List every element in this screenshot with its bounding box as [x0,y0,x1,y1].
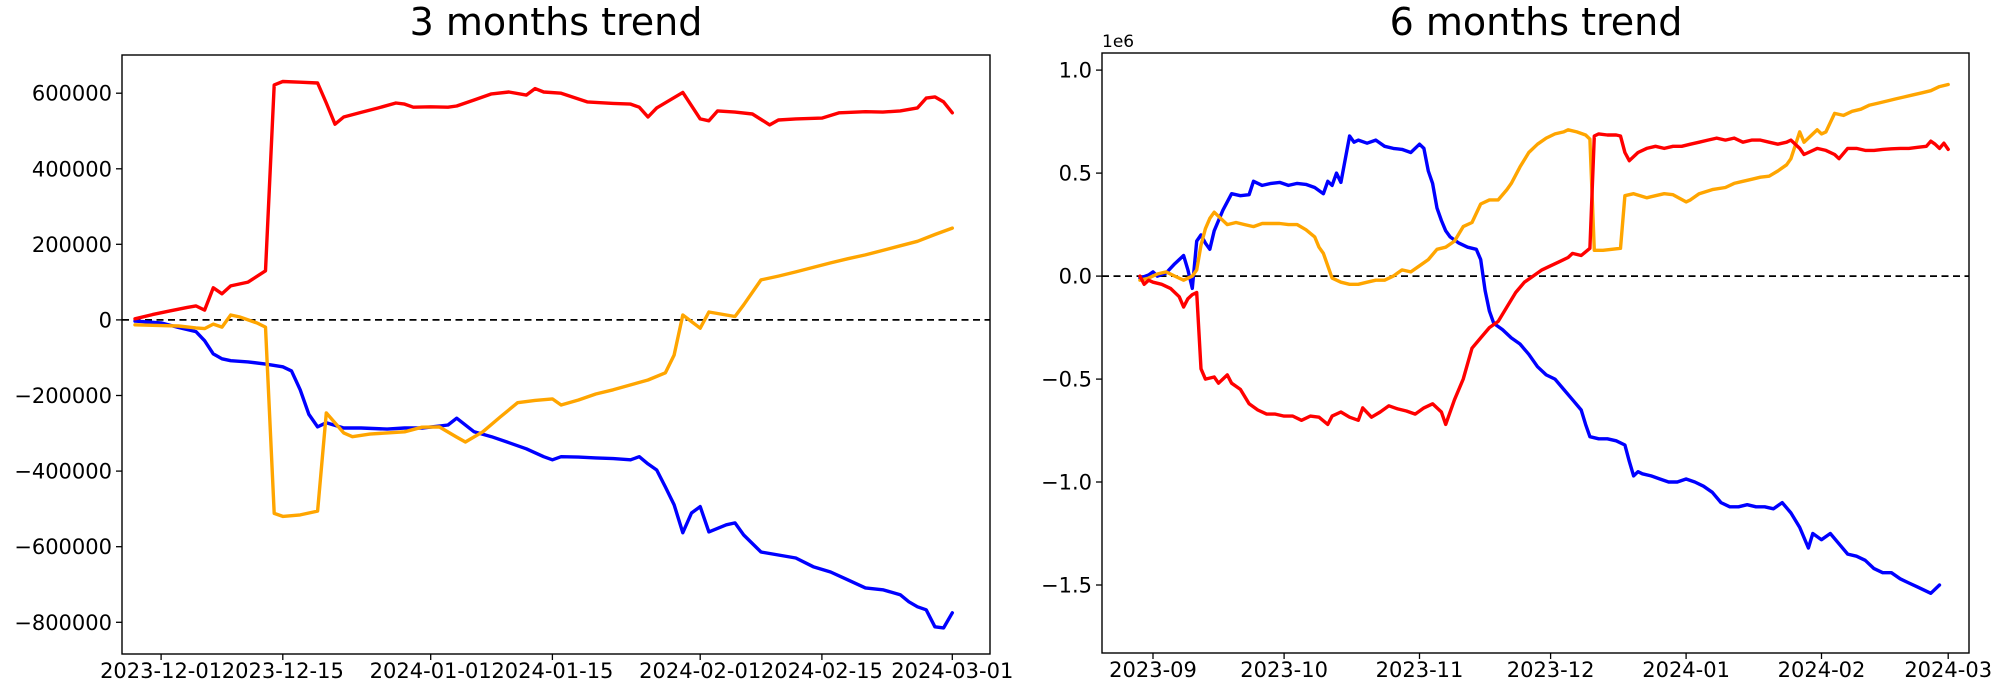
x-tick-label: 2023-09 [1109,658,1197,682]
x-tick-label: 2023-12 [1507,658,1595,682]
y-tick-label: −1.0 [1041,471,1092,495]
y-tick-label: −600000 [14,535,112,559]
x-tick-label: 2024-02-01 [639,659,761,683]
x-tick-label: 2024-01-15 [491,659,613,683]
y-tick-label: 400000 [32,157,112,181]
series-line-red [133,79,954,321]
chart-3-months-trend: 600000 400000 200000 0 −200000 −400000 −600000… [14,54,1013,683]
series-line-blue [1138,134,1942,595]
series-line-blue [133,319,954,630]
series-line-orange [133,226,954,519]
x-tick-label: 2023-11 [1376,658,1464,682]
y-tick-label: −400000 [14,460,112,484]
x-tick-label: 2024-02-15 [761,659,883,683]
x-tick-label: 2023-12-15 [222,659,344,683]
y-tick-label: 0.5 [1059,162,1092,186]
series-line-red [1138,132,1950,427]
x-tick-label: 2024-01-01 [370,659,492,683]
x-tick-label: 2024-03-01 [891,659,1013,683]
y-axis-offset-label: 1e6 [1102,32,1134,52]
y-tick-label: −800000 [14,611,112,635]
x-tick-label: 2024-03 [1904,658,1992,682]
chart-title-6-months: 6 months trend [1389,0,1683,44]
x-tick-label: 2024-01 [1642,658,1730,682]
plot-border [1101,52,1970,654]
y-tick-label: −200000 [14,384,112,408]
y-tick-label: 600000 [32,82,112,106]
x-tick-label: 2023-10 [1240,658,1328,682]
chart-6-months-trend: 1.0 0.5 0.0 −0.5 −1.0 −1.5 2023-09 2023-10 2023-… [1041,32,1992,682]
series-line-orange [1138,82,1950,286]
y-tick-label: 0.0 [1059,265,1092,289]
y-tick-label: −1.5 [1041,574,1092,598]
y-tick-label: 0 [99,308,112,332]
y-tick-label: 1.0 [1059,59,1092,83]
chart-title-3-months: 3 months trend [409,0,703,44]
x-tick-label: 2023-12-01 [100,659,222,683]
y-tick-label: 200000 [32,233,112,257]
plot-border [121,54,991,655]
x-tick-label: 2024-02 [1778,658,1866,682]
y-tick-label: −0.5 [1041,368,1092,392]
